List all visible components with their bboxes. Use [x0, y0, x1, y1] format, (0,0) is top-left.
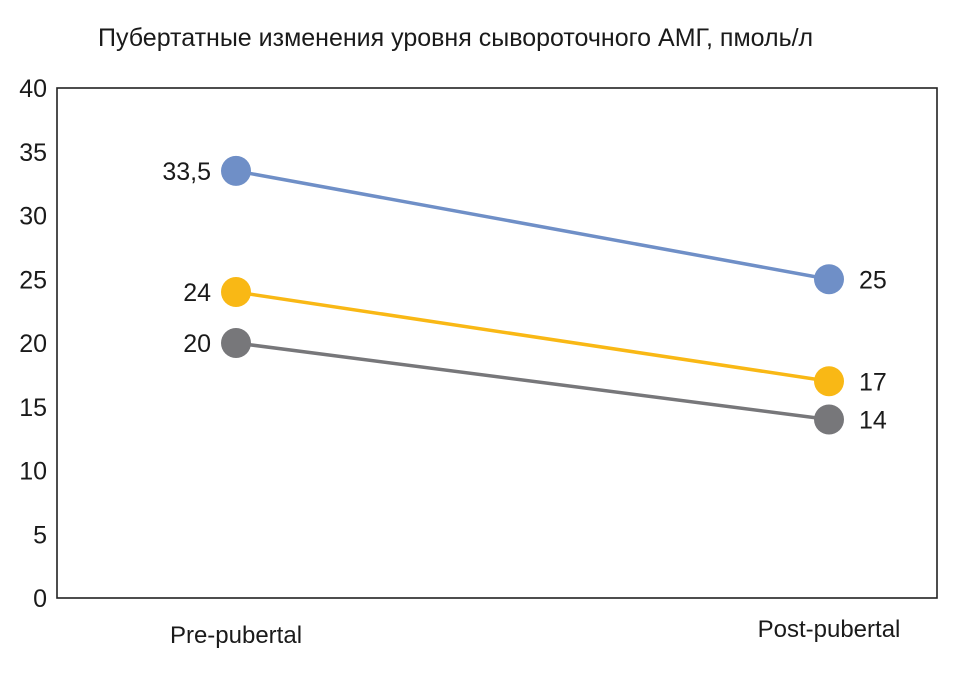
series-line	[235, 169, 830, 281]
data-label: 33,5	[162, 158, 211, 186]
chart-title: Пубертатные изменения уровня сывороточно…	[98, 24, 813, 52]
data-label: 14	[859, 407, 887, 435]
data-label: 20	[183, 330, 211, 358]
x-axis-categories: Pre-pubertal Post-pubertal	[170, 616, 900, 649]
data-point	[221, 277, 251, 307]
y-tick-label: 10	[19, 458, 47, 486]
x-category-label: Pre-pubertal	[170, 622, 302, 649]
y-axis-ticks: 0 5 10 15 20 25 30 35 40	[19, 75, 47, 613]
y-tick-label: 15	[19, 394, 47, 422]
series-points	[221, 155, 844, 435]
data-point	[221, 328, 251, 358]
series-line	[235, 290, 830, 383]
y-tick-label: 0	[33, 585, 47, 613]
data-point	[814, 264, 844, 295]
y-tick-label: 20	[19, 330, 47, 358]
y-tick-label: 30	[19, 203, 47, 231]
data-label: 17	[859, 368, 887, 396]
data-point	[814, 404, 844, 435]
series-line	[235, 341, 830, 422]
data-point	[221, 155, 251, 186]
y-tick-label: 40	[19, 75, 47, 103]
series-lines	[235, 169, 830, 422]
x-category-label: Post-pubertal	[758, 616, 901, 643]
data-label: 24	[183, 279, 211, 307]
plot-frame	[56, 87, 938, 599]
data-label: 25	[859, 266, 887, 294]
data-point	[814, 366, 844, 397]
data-labels: 33,5 25 24 17 20 14	[162, 158, 887, 435]
y-tick-label: 5	[33, 521, 47, 549]
y-tick-label: 35	[19, 139, 47, 167]
y-tick-label: 25	[19, 266, 47, 294]
